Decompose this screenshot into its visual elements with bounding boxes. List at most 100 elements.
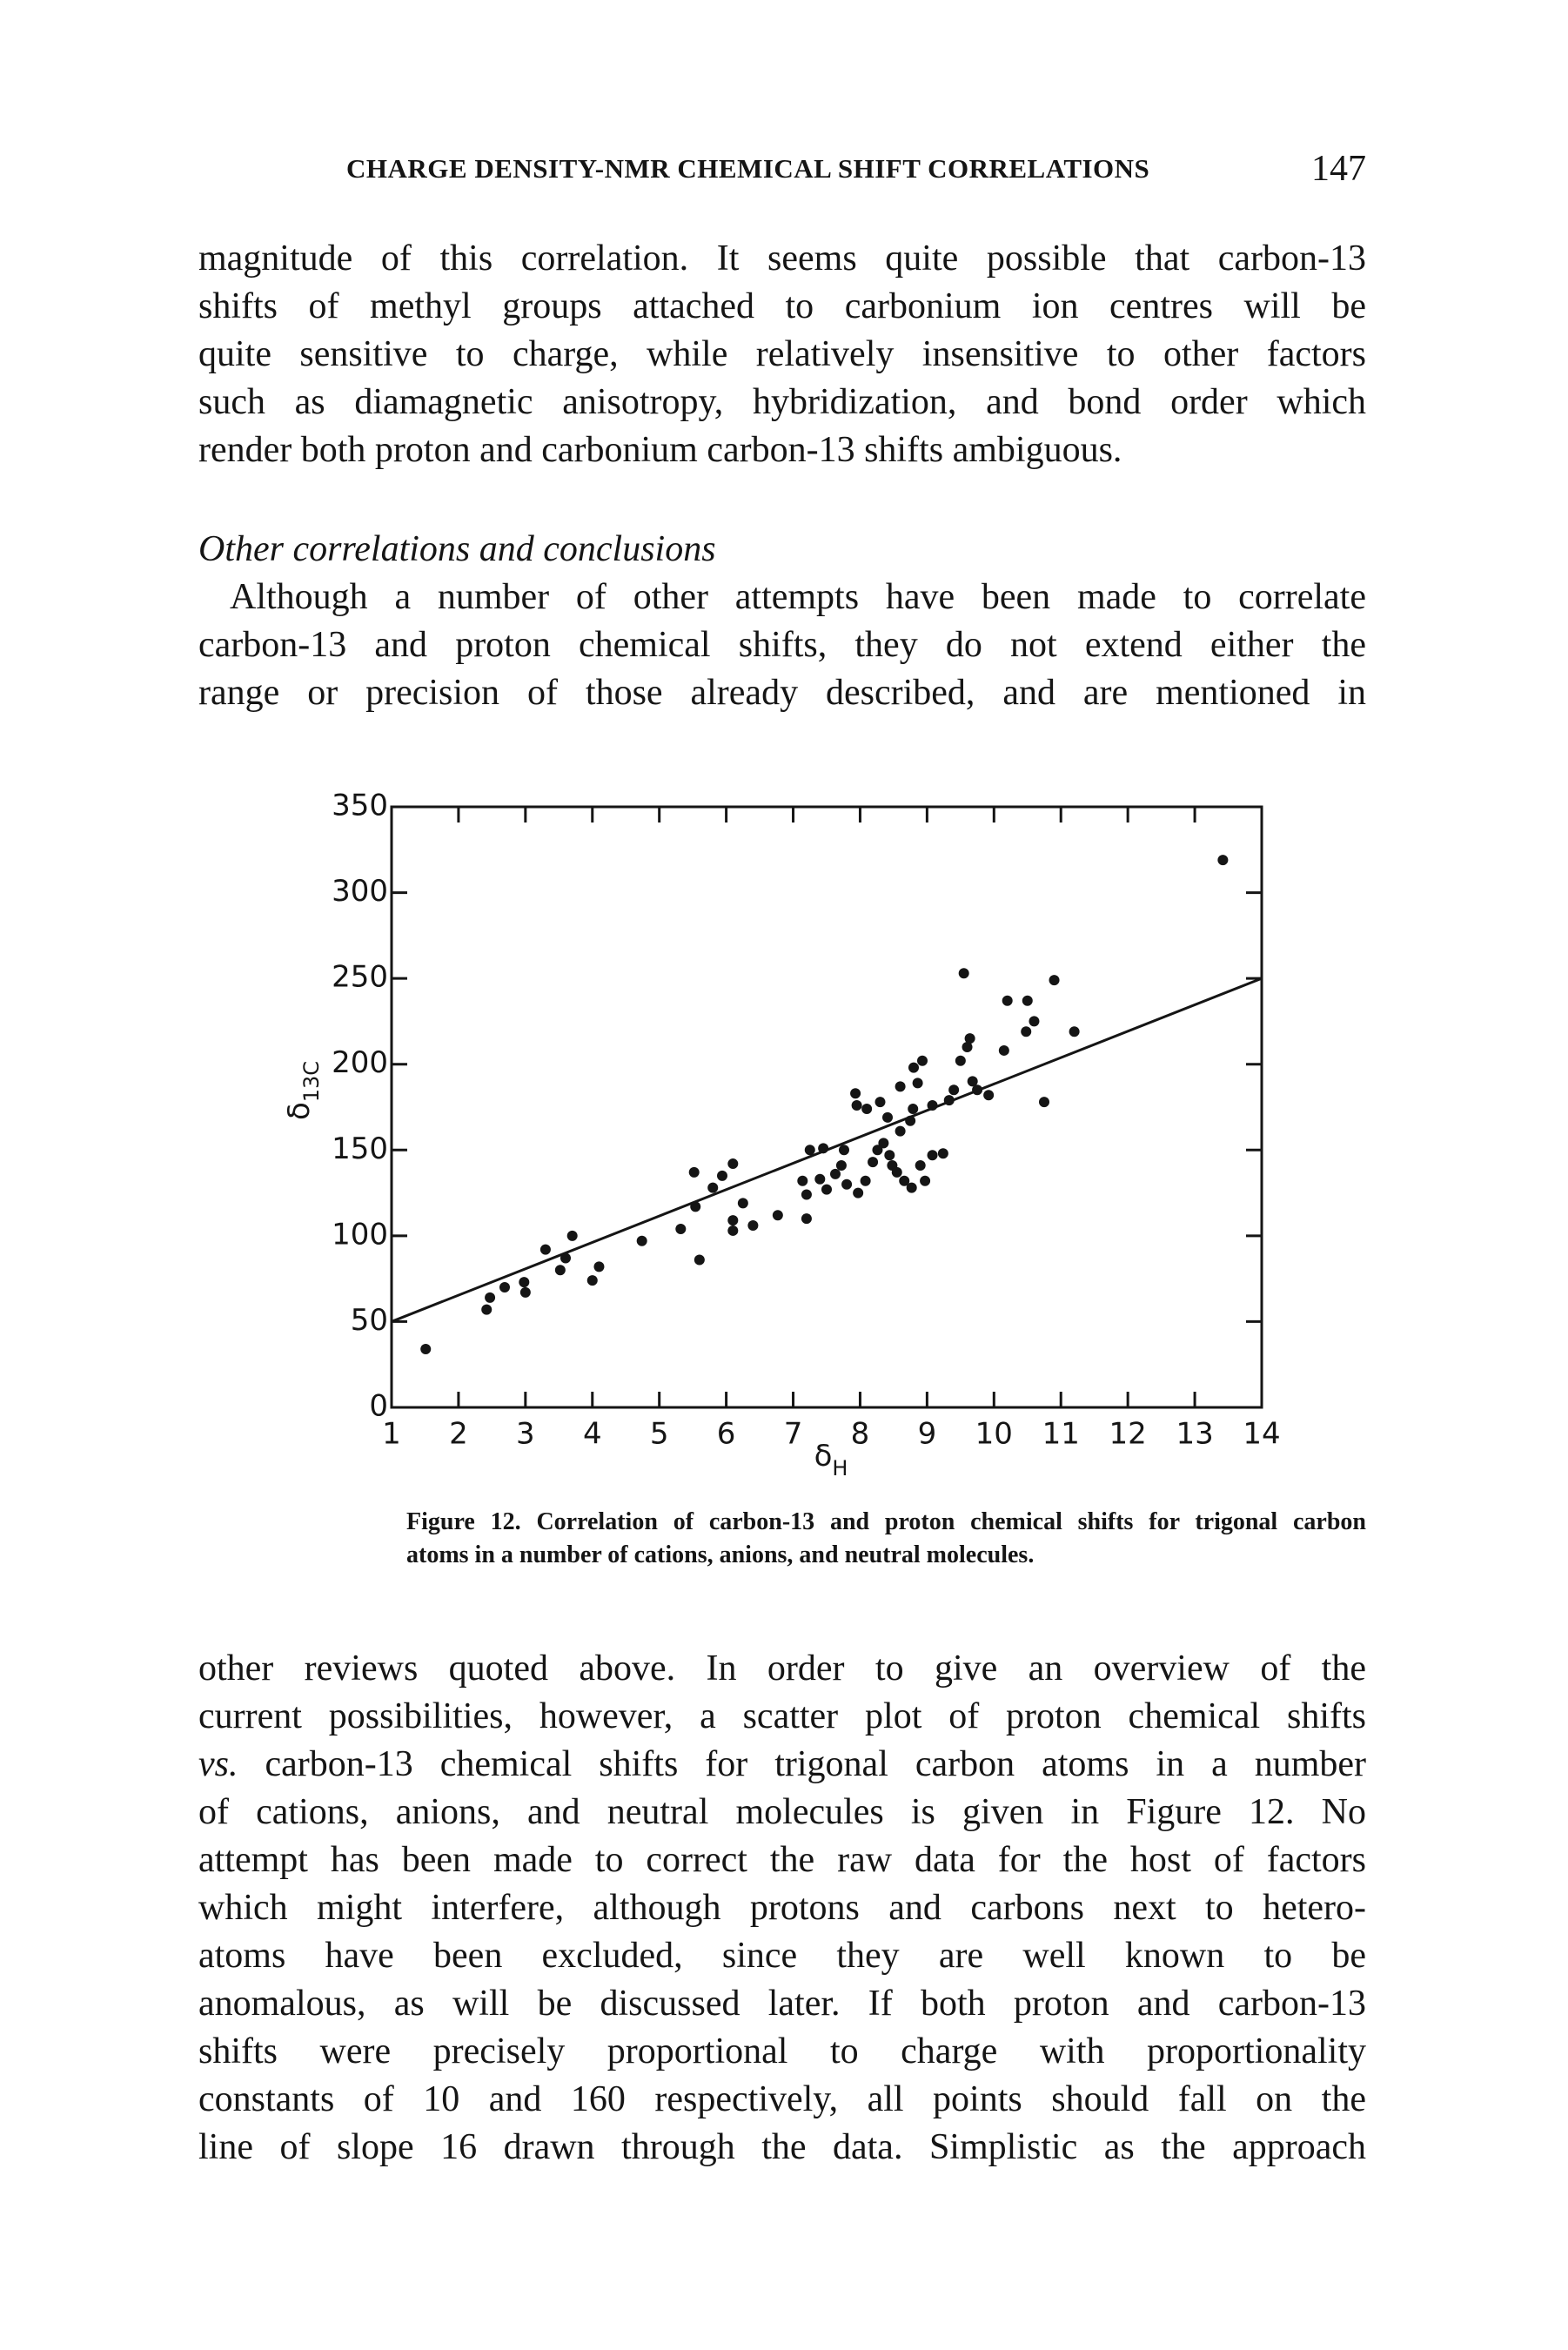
text-line: which might interfere, although protons … <box>198 1888 1366 1928</box>
data-point <box>519 1286 531 1298</box>
x-tick-label: 7 <box>784 1417 803 1452</box>
data-point <box>1049 975 1060 986</box>
text-line: attempt has been made to correct the raw… <box>198 1840 1366 1880</box>
text-line: render both proton and carbonium carbon-… <box>198 430 1122 470</box>
x-tick-label: 9 <box>918 1417 937 1452</box>
data-point <box>1029 1016 1040 1027</box>
text-line: atoms have been excluded, since they are… <box>198 1936 1366 1976</box>
caption-text: atoms in a number of cations, anions, an… <box>406 1541 1035 1568</box>
data-point <box>884 1150 895 1161</box>
x-tick-label: 8 <box>851 1417 870 1452</box>
text-line: anomalous, as will be discussed later. I… <box>198 1984 1366 2024</box>
data-point <box>1039 1097 1049 1108</box>
x-tick-label: 4 <box>583 1417 602 1452</box>
axis-subscript: H <box>832 1456 848 1480</box>
text-line: shifts were precisely proportional to ch… <box>198 2031 1366 2071</box>
data-point <box>927 1150 938 1161</box>
data-point <box>801 1189 812 1200</box>
data-point <box>586 1275 598 1286</box>
data-point <box>861 1103 873 1114</box>
y-tick-label: 200 <box>332 1045 388 1080</box>
data-point <box>895 1081 906 1092</box>
data-point <box>554 1265 566 1276</box>
y-tick-label: 0 <box>369 1389 388 1424</box>
data-point <box>717 1170 727 1181</box>
data-point <box>499 1282 510 1292</box>
data-point <box>962 1042 973 1052</box>
data-point <box>967 1076 978 1087</box>
data-point <box>675 1223 687 1234</box>
x-axis-label: δH <box>814 1439 848 1481</box>
y-tick-label: 100 <box>332 1217 388 1252</box>
paragraph: magnitude of this correlation. It seems … <box>198 235 1366 474</box>
text-line: Although a number of other attempts have… <box>230 577 1366 617</box>
data-point <box>948 1084 960 1096</box>
data-point <box>593 1261 605 1272</box>
data-point <box>727 1225 739 1236</box>
data-point <box>688 1166 700 1178</box>
x-tick-label: 13 <box>1176 1417 1213 1452</box>
data-point <box>899 1175 910 1186</box>
data-point <box>727 1158 739 1170</box>
data-point <box>830 1168 841 1179</box>
text-line: constants of 10 and 160 respectively, al… <box>198 2079 1366 2119</box>
data-point <box>937 1148 948 1159</box>
text-line: of cations, anions, and neutral molecule… <box>198 1792 1366 1832</box>
axis-symbol: δ <box>282 1102 317 1120</box>
x-tick-label: 10 <box>975 1417 1013 1452</box>
data-point <box>747 1220 759 1232</box>
x-tick-label: 3 <box>516 1417 535 1452</box>
x-tick-label: 6 <box>717 1417 736 1452</box>
data-point <box>908 1062 919 1073</box>
caption-line: Figure 12. Correlation of carbon-13 and … <box>406 1506 1366 1539</box>
data-point <box>917 1055 928 1066</box>
x-tick-label: 2 <box>449 1417 468 1452</box>
data-point <box>955 1055 966 1066</box>
data-point <box>853 1187 864 1198</box>
caption-line: atoms in a number of cations, anions, an… <box>406 1539 1366 1572</box>
data-point <box>912 1078 923 1089</box>
data-point <box>797 1175 808 1186</box>
y-tick-label: 300 <box>332 874 388 909</box>
text-line: current possibilities, however, a scatte… <box>198 1696 1366 1736</box>
text-line: line of slope 16 drawn through the data.… <box>198 2127 1366 2167</box>
data-point <box>908 1103 919 1114</box>
data-point <box>1069 1026 1080 1037</box>
text-line: such as diamagnetic anisotropy, hybridiz… <box>198 382 1366 422</box>
text-line: quite sensitive to charge, while relativ… <box>198 334 1366 374</box>
data-point <box>727 1215 739 1226</box>
data-point <box>841 1178 853 1190</box>
data-point <box>895 1125 906 1137</box>
data-point <box>772 1210 783 1221</box>
data-point <box>868 1157 879 1168</box>
text-line: magnitude of this correlation. It seems … <box>198 238 1366 279</box>
y-axis-label: δ13C <box>282 1061 325 1120</box>
data-point <box>519 1277 530 1288</box>
data-point <box>481 1304 493 1315</box>
data-point <box>804 1145 815 1156</box>
y-tick-label: 50 <box>351 1303 388 1338</box>
axis-subscript: 13C <box>299 1061 324 1102</box>
data-point <box>539 1244 551 1255</box>
text-line: carbon-13 and proton chemical shifts, th… <box>198 625 1366 665</box>
data-point <box>1002 995 1013 1006</box>
data-point <box>1021 1026 1032 1037</box>
data-point <box>860 1175 871 1186</box>
data-point <box>891 1166 902 1178</box>
x-tick-label: 11 <box>1042 1417 1080 1452</box>
y-tick-label: 250 <box>332 960 388 995</box>
data-point <box>1022 995 1033 1006</box>
fit-line <box>391 977 1263 1323</box>
chart: 1 2 3 4 5 6 7 8 9 10 11 12 13 14050100150200250300350… <box>282 789 1281 1481</box>
data-point <box>958 968 969 979</box>
paragraph: Other correlations and conclusions Althou… <box>198 526 1366 717</box>
x-tick-label: 1 <box>382 1417 401 1452</box>
data-point <box>850 1088 861 1099</box>
data-point <box>694 1254 705 1266</box>
data-point <box>851 1100 862 1111</box>
text-line: other reviews quoted above. In order to … <box>198 1648 1366 1689</box>
data-point <box>636 1235 647 1246</box>
data-point <box>801 1213 812 1225</box>
data-point <box>906 1182 917 1193</box>
